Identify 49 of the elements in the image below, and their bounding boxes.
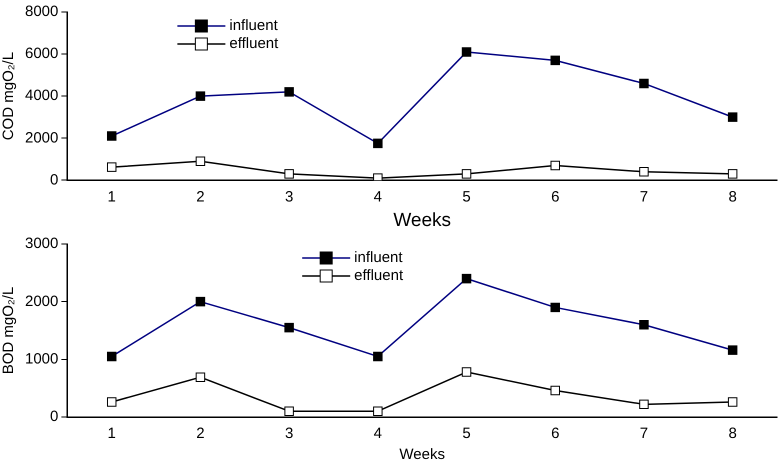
x-tick-label: 4 — [374, 425, 382, 442]
x-tick-label: 3 — [284, 188, 294, 206]
legend-label: effluent — [354, 267, 404, 284]
point — [728, 397, 738, 407]
point — [462, 169, 472, 179]
x-tick-label: 5 — [462, 425, 471, 442]
y-tick-label: 8000 — [24, 3, 58, 20]
point — [639, 167, 649, 177]
point — [106, 162, 116, 172]
point — [639, 400, 649, 410]
point — [550, 160, 560, 170]
point — [462, 367, 472, 377]
point — [284, 169, 294, 179]
x-tick-label: 7 — [640, 188, 648, 206]
y-tick-label: 3000 — [24, 235, 58, 252]
x-tick-label: 2 — [196, 188, 205, 206]
x-tick-label: 6 — [551, 188, 560, 206]
x-tick-label: 7 — [640, 425, 648, 442]
x-axis-title: Weeks — [393, 210, 452, 231]
y-tick-label: 1000 — [24, 350, 58, 368]
point — [550, 386, 560, 396]
x-tick-label: 8 — [728, 188, 737, 206]
y-tick-label: 4000 — [24, 87, 58, 104]
point — [373, 173, 383, 180]
legend-label: influent — [354, 249, 404, 266]
y-axis-title: BOD mgO₂/L — [0, 286, 18, 374]
point — [196, 156, 206, 166]
legend-label: effluent — [229, 35, 280, 52]
x-tick-label: 6 — [551, 425, 560, 442]
x-tick-label: 1 — [108, 425, 116, 442]
y-tick-label: 2000 — [24, 292, 58, 310]
y-tick-label: 2000 — [24, 129, 58, 146]
x-tick-label: 5 — [462, 188, 471, 206]
y-tick-label: 0 — [50, 171, 58, 188]
x-tick-label: 3 — [284, 425, 294, 442]
y-tick-label: 6000 — [24, 45, 58, 62]
point — [373, 406, 383, 416]
point — [728, 169, 738, 179]
x-tick-label: 2 — [196, 425, 205, 442]
point — [284, 406, 294, 416]
point — [106, 397, 116, 407]
legend-label: influent — [229, 17, 279, 34]
x-tick-label: 1 — [108, 188, 116, 206]
x-tick-label: 4 — [374, 188, 382, 206]
point — [196, 372, 206, 382]
y-axis-title: COD mgO₂/L — [0, 52, 18, 140]
x-tick-label: 8 — [728, 425, 737, 442]
x-axis-title: Weeks — [399, 446, 445, 464]
y-tick-label: 0 — [50, 408, 58, 426]
